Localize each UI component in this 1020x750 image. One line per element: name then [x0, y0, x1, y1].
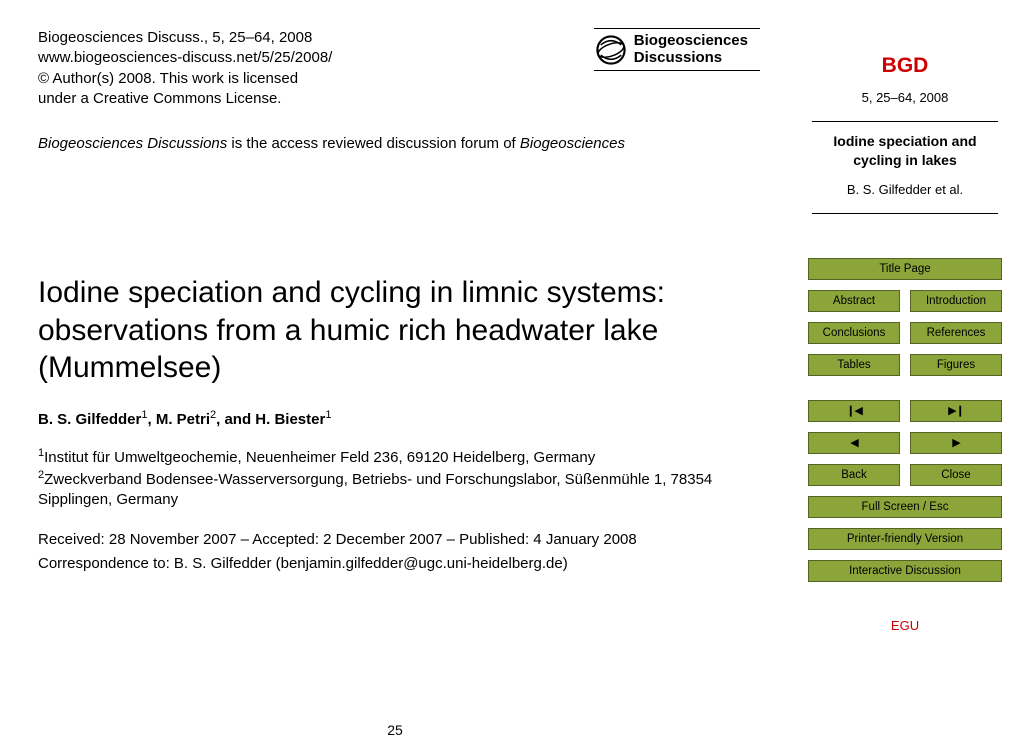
- forum-note-italic: Biogeosciences Discussions: [38, 135, 227, 152]
- dates-block: Received: 28 November 2007 – Accepted: 2…: [38, 528, 760, 575]
- prev-page-button[interactable]: ◀: [808, 432, 900, 454]
- egu-link[interactable]: EGU: [891, 618, 919, 633]
- fullscreen-button[interactable]: Full Screen / Esc: [808, 496, 1002, 518]
- journal-logo-box: Biogeosciences Discussions: [594, 28, 760, 71]
- interactive-discussion-button[interactable]: Interactive Discussion: [808, 560, 1002, 582]
- affil-text: Zweckverband Bodensee-Wasserversorgung, …: [38, 471, 712, 508]
- sidebar-nav: Title Page Abstract Introduction Conclus…: [808, 258, 1002, 582]
- article-title: Iodine speciation and cycling in limnic …: [38, 274, 760, 387]
- main-content: Biogeosciences Discuss., 5, 25–64, 2008 …: [0, 0, 790, 750]
- affil-text: Institut für Umweltgeochemie, Neuenheime…: [44, 449, 595, 466]
- author: B. S. Gilfedder: [38, 411, 141, 428]
- forum-note-italic: Biogeosciences: [520, 135, 625, 152]
- affiliation: 1Institut für Umweltgeochemie, Neuenheim…: [38, 446, 760, 468]
- sidebar-divider: [812, 121, 998, 122]
- dates-line: Received: 28 November 2007 – Accepted: 2…: [38, 528, 760, 551]
- sidebar-short-title: Iodine speciation and cycling in lakes: [808, 132, 1002, 170]
- back-button[interactable]: Back: [808, 464, 900, 486]
- page-number: 25: [387, 722, 403, 738]
- citation-line: © Author(s) 2008. This work is licensed: [38, 69, 332, 89]
- affiliations: 1Institut für Umweltgeochemie, Neuenheim…: [38, 446, 760, 511]
- author-sup: 1: [325, 409, 331, 421]
- first-page-button[interactable]: ❙◀: [808, 400, 900, 422]
- citation-block: Biogeosciences Discuss., 5, 25–64, 2008 …: [38, 28, 332, 109]
- correspondence-line: Correspondence to: B. S. Gilfedder (benj…: [38, 552, 760, 575]
- sidebar: BGD 5, 25–64, 2008 Iodine speciation and…: [790, 0, 1020, 750]
- forum-note-text: is the access reviewed discussion forum …: [227, 135, 520, 152]
- authors-line: B. S. Gilfedder1, M. Petri2, and H. Bies…: [38, 409, 760, 428]
- references-button[interactable]: References: [910, 322, 1002, 344]
- conclusions-button[interactable]: Conclusions: [808, 322, 900, 344]
- affiliation: 2Zweckverband Bodensee-Wasserversorgung,…: [38, 468, 760, 511]
- citation-line: www.biogeosciences-discuss.net/5/25/2008…: [38, 48, 332, 68]
- header-block: Biogeosciences Discuss., 5, 25–64, 2008 …: [38, 28, 760, 109]
- journal-name-line: Biogeosciences: [634, 33, 748, 50]
- tables-button[interactable]: Tables: [808, 354, 900, 376]
- citation-line: under a Creative Commons License.: [38, 89, 332, 109]
- journal-name: Biogeosciences Discussions: [634, 29, 748, 70]
- abstract-button[interactable]: Abstract: [808, 290, 900, 312]
- citation-line: Biogeosciences Discuss., 5, 25–64, 2008: [38, 28, 332, 48]
- journal-name-line: Discussions: [634, 50, 748, 67]
- sidebar-divider: [812, 213, 998, 214]
- egu-logo-icon: [594, 33, 628, 67]
- printer-friendly-button[interactable]: Printer-friendly Version: [808, 528, 1002, 550]
- author: , M. Petri: [147, 411, 210, 428]
- sidebar-authors: B. S. Gilfedder et al.: [808, 182, 1002, 197]
- close-button[interactable]: Close: [910, 464, 1002, 486]
- last-page-button[interactable]: ▶❙: [910, 400, 1002, 422]
- sidebar-issue: 5, 25–64, 2008: [808, 90, 1002, 105]
- introduction-button[interactable]: Introduction: [910, 290, 1002, 312]
- forum-note: Biogeosciences Discussions is the access…: [38, 133, 760, 154]
- sidebar-journal-abbrev: BGD: [808, 54, 1002, 78]
- author: , and H. Biester: [216, 411, 325, 428]
- next-page-button[interactable]: ▶: [910, 432, 1002, 454]
- title-page-button[interactable]: Title Page: [808, 258, 1002, 280]
- figures-button[interactable]: Figures: [910, 354, 1002, 376]
